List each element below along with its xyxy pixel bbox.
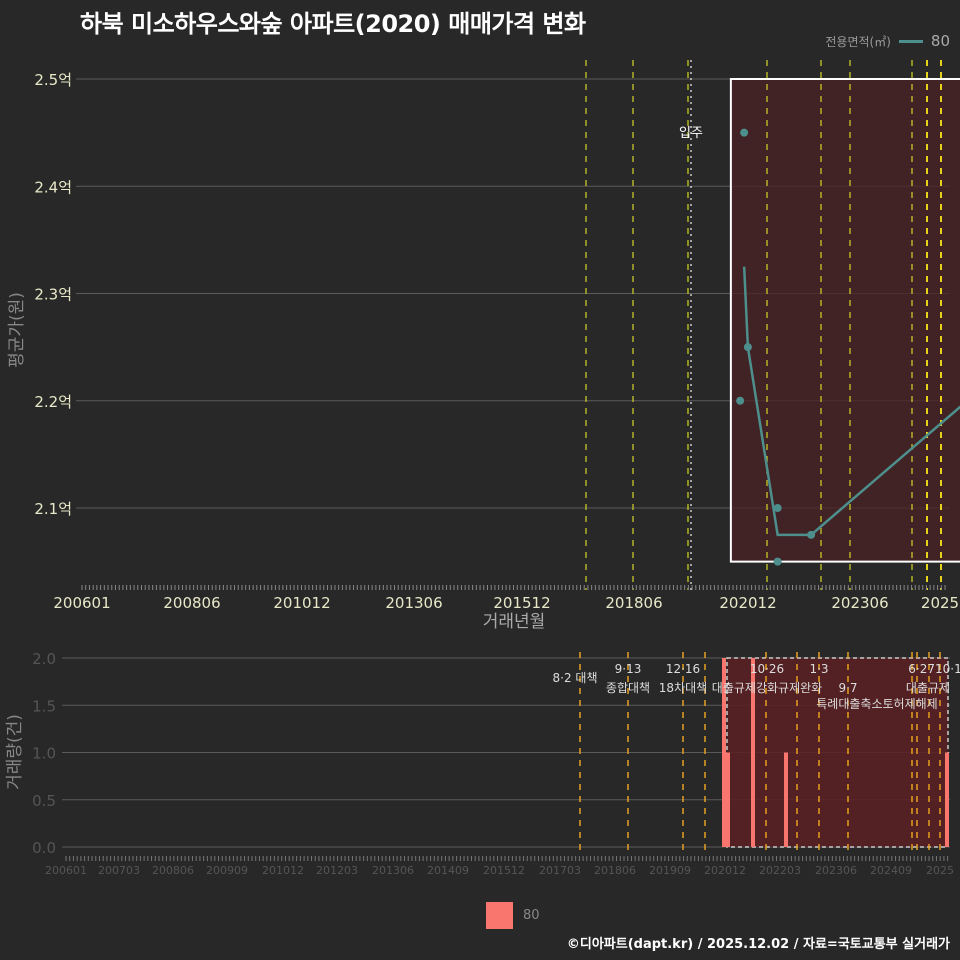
y-tick-label: 2.0 [32,650,56,668]
x-tick-label: 201306 [385,594,442,612]
legend-entry: 80 [523,908,540,923]
x-tick-label: 201909 [649,864,691,877]
policy-annotation: 8·2 대책 [553,670,598,685]
x-tick-label: 200703 [98,864,140,877]
policy-annotation: 12·16 [666,662,700,676]
volume-bar [945,753,949,848]
x-tick-label: 201203 [316,864,358,877]
y-tick-label: 0.5 [32,792,56,810]
policy-annotation: 9·7 [838,681,857,695]
x-tick-label: 202203 [759,864,801,877]
x-tick-label: 200806 [163,594,220,612]
chart-canvas: 2.1억 2.2억 2.3억 2.4억 2.5억 200601 200806 201012 20… [0,0,960,960]
x-tick-label: 2025 [921,594,959,612]
price-point [744,343,752,351]
x-axis-title: 거래년월 [483,612,546,632]
x-tick-label: 202012 [719,594,776,612]
policy-annotation: 18차대책 [659,680,707,695]
x-tick-label: 202409 [870,864,912,877]
policy-annotation: 대출규제 [906,681,950,695]
x-tick-label: 201703 [539,864,581,877]
policy-annotation: 대출규제강화규제완화 [712,681,822,695]
footer-credit: ©디아파트(dapt.kr) / 2025.12.02 / 자료=국토교통부 실… [567,933,950,952]
x-tick-label: 2025 [926,864,954,877]
y-tick-label: 0.0 [32,839,56,857]
y-axis-title: 거래량(건) [5,714,25,790]
volume-bar [726,753,730,848]
x-tick-label: 200601 [45,864,87,877]
x-tick-label: 201409 [427,864,469,877]
policy-annotation: 1·3 [809,662,828,676]
x-tick-label: 200601 [53,594,110,612]
x-tick-label: 200909 [206,864,248,877]
x-tick-label: 201512 [483,864,525,877]
x-tick-label: 201012 [262,864,304,877]
price-point [774,558,782,566]
x-tick-label: 202012 [704,864,746,877]
x-tick-label: 201806 [594,864,636,877]
price-point [774,504,782,512]
y-tick-label: 2.4억 [34,178,72,196]
x-tick-label: 200806 [152,864,194,877]
x-tick-label: 201806 [605,594,662,612]
highlight-box [731,79,960,562]
legend-bottom: 80 [486,902,540,929]
y-tick-label: 1.5 [32,697,56,715]
policy-annotation: 9·13 [615,662,642,676]
annotation: 입주 [679,126,703,141]
volume-bar [784,753,788,848]
x-tick-label: 202306 [831,594,888,612]
legend-swatch-icon [486,902,513,929]
policy-annotation: 6·2710·1 [908,662,960,676]
y-tick-label: 2.5억 [34,71,72,89]
y-tick-label: 1.0 [32,745,56,763]
x-tick-label: 201012 [273,594,330,612]
policy-annotation: 종합대책 [606,680,650,695]
policy-annotation: 특례대출축소토허제해제 [816,697,937,711]
x-tick-label: 202306 [815,864,857,877]
y-axis-title: 평균가(원) [7,292,27,368]
y-tick-label: 2.1억 [34,500,72,518]
y-tick-label: 2.2억 [34,393,72,411]
price-point [740,129,748,137]
y-tick-label: 2.3억 [34,286,72,304]
price-point [807,531,815,539]
x-tick-label: 201306 [372,864,414,877]
policy-annotation: 10·26 [750,662,784,676]
price-point [736,397,744,405]
x-tick-label: 201512 [493,594,550,612]
